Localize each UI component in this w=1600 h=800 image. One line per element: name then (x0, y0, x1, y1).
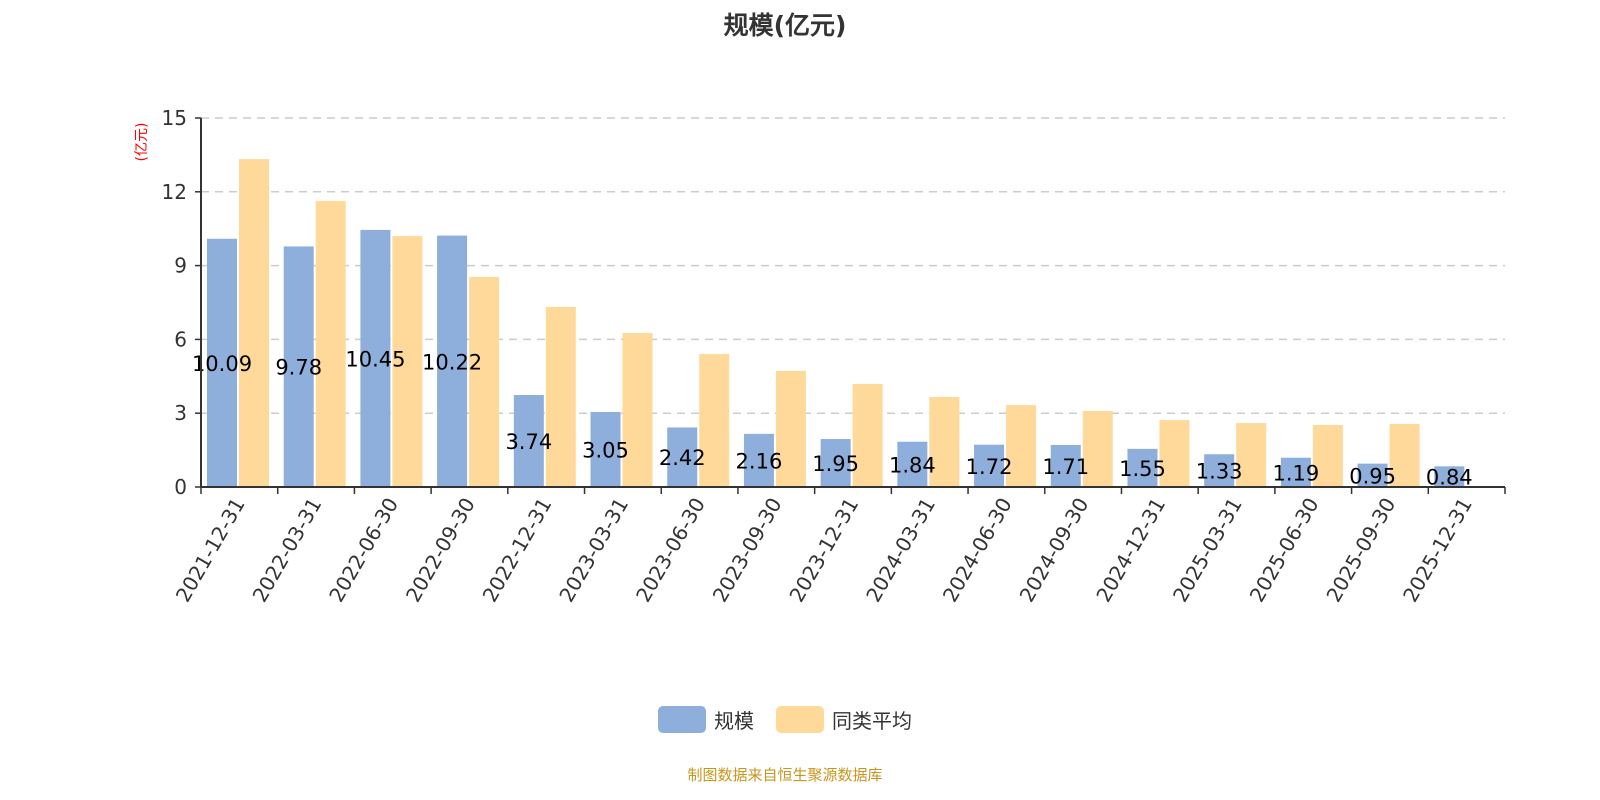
x-tick-label: 2024-12-31 (1091, 494, 1170, 607)
bar-peer-average (1159, 420, 1190, 487)
data-label: 1.33 (1196, 460, 1243, 484)
x-tick-label: 2025-09-30 (1321, 494, 1400, 607)
data-label: 0.95 (1349, 464, 1396, 488)
bar-peer-average (1389, 424, 1420, 487)
bar-peer-average (775, 370, 806, 487)
bar-scale (1050, 444, 1081, 487)
data-label: 1.71 (1042, 455, 1089, 479)
bar-peer-average (239, 159, 269, 487)
bar-scale (360, 229, 391, 487)
data-label: 2.42 (659, 446, 706, 470)
x-tick-label: 2025-03-31 (1168, 494, 1247, 607)
bar-scale (820, 439, 851, 487)
bar-scale (1204, 454, 1235, 487)
legend-swatch-peer-average (776, 706, 824, 733)
y-tick-label: 3 (174, 401, 187, 425)
legend-label-scale: 规模 (714, 709, 754, 733)
data-label: 3.05 (582, 438, 629, 462)
y-tick-label: 9 (174, 254, 187, 278)
bar-scale (897, 441, 928, 487)
bar-scale (1127, 448, 1158, 487)
bar-scale (974, 444, 1005, 487)
bar-peer-average (699, 353, 730, 487)
legend: 规模 同类平均 (0, 705, 1570, 734)
bar-scale (513, 394, 544, 487)
data-label: 1.95 (812, 452, 859, 476)
y-tick-label: 12 (162, 180, 187, 204)
y-tick-label: 0 (174, 475, 187, 499)
data-label: 0.84 (1426, 466, 1473, 490)
bar-scale (667, 427, 698, 487)
bar-scale (283, 246, 314, 487)
data-label: 10.22 (422, 350, 482, 374)
data-label: 10.45 (345, 347, 405, 371)
x-tick-label: 2024-03-31 (861, 494, 940, 607)
bar-scale (1280, 457, 1311, 487)
bar-peer-average (315, 200, 346, 488)
x-tick-label: 2023-09-30 (708, 494, 787, 607)
data-label: 1.55 (1119, 457, 1166, 481)
bar-scale (590, 411, 621, 487)
bar-scale (1357, 463, 1388, 487)
data-label: 1.84 (889, 453, 936, 477)
bar-peer-average (1236, 423, 1267, 487)
bar-peer-average (852, 383, 883, 487)
legend-item-peer-average[interactable]: 同类平均 (776, 705, 912, 734)
y-axis-label: (亿元) (134, 123, 150, 162)
x-tick-label: 2024-06-30 (938, 494, 1017, 607)
x-tick-label: 2022-09-30 (401, 494, 480, 607)
data-label: 2.16 (736, 449, 783, 473)
x-tick-label: 2023-12-31 (784, 494, 863, 607)
source-note: 制图数据来自恒生聚源数据库 (687, 766, 883, 784)
data-label: 9.78 (275, 356, 322, 380)
bar-scale (437, 235, 468, 487)
bar-peer-average (469, 276, 500, 487)
bar-peer-average (622, 333, 653, 487)
data-label: 3.74 (505, 430, 552, 454)
data-label: 1.72 (966, 455, 1013, 479)
y-tick-label: 6 (174, 327, 187, 351)
x-tick-label: 2025-06-30 (1245, 494, 1324, 607)
bar-peer-average (1006, 405, 1037, 487)
x-tick-label: 2021-12-31 (171, 494, 250, 607)
data-label: 1.19 (1272, 461, 1319, 485)
bar-peer-average (545, 306, 576, 487)
legend-swatch-scale (658, 706, 706, 733)
x-tick-label: 2022-06-30 (324, 494, 403, 607)
x-tick-label: 2024-09-30 (1015, 494, 1094, 607)
legend-label-peer-average: 同类平均 (832, 709, 912, 733)
bar-peer-average (1312, 425, 1343, 487)
x-tick-label: 2025-12-31 (1398, 494, 1477, 607)
x-tick-label: 2022-03-31 (247, 494, 326, 607)
chart-title: 规模(亿元) (723, 11, 847, 40)
x-tick-label: 2022-12-31 (478, 494, 557, 607)
y-tick-label: 15 (162, 106, 187, 130)
bar-scale (207, 238, 237, 487)
bar-peer-average (1082, 410, 1113, 487)
bar-peer-average (392, 236, 423, 487)
legend-item-scale[interactable]: 规模 (658, 705, 754, 734)
bar-scale (1434, 466, 1465, 487)
x-tick-label: 2023-06-30 (631, 494, 710, 607)
x-tick-label: 2023-03-31 (554, 494, 633, 607)
bar-scale (743, 433, 774, 487)
bar-peer-average (929, 396, 960, 487)
